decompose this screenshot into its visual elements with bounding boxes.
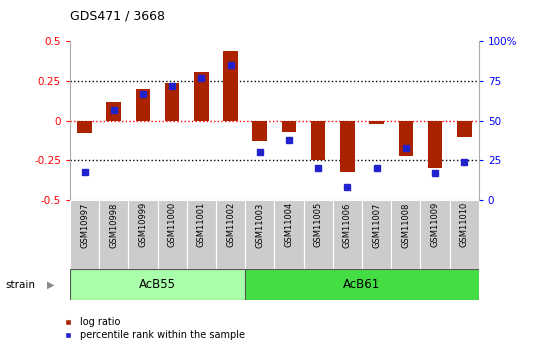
Text: GSM11009: GSM11009 <box>430 202 440 247</box>
Bar <box>457 121 471 137</box>
Text: GSM11004: GSM11004 <box>285 202 294 247</box>
Bar <box>282 121 296 132</box>
Bar <box>223 51 238 121</box>
Text: GSM11002: GSM11002 <box>226 202 235 247</box>
Bar <box>194 71 209 121</box>
Text: GSM10998: GSM10998 <box>109 202 118 248</box>
Text: GSM11006: GSM11006 <box>343 202 352 248</box>
Bar <box>428 121 442 168</box>
Text: strain: strain <box>5 280 36 289</box>
Bar <box>450 200 479 269</box>
Bar <box>420 200 450 269</box>
Text: GSM11005: GSM11005 <box>314 202 323 247</box>
Bar <box>77 121 92 134</box>
Bar <box>311 121 325 160</box>
Bar <box>70 200 99 269</box>
Bar <box>362 200 391 269</box>
Bar <box>216 200 245 269</box>
Text: GSM10999: GSM10999 <box>138 202 147 247</box>
Bar <box>391 200 420 269</box>
Text: GSM10997: GSM10997 <box>80 202 89 248</box>
Text: GSM11008: GSM11008 <box>401 202 410 248</box>
Bar <box>303 200 333 269</box>
Bar <box>340 121 355 171</box>
Bar <box>274 200 303 269</box>
Text: AcB55: AcB55 <box>139 278 176 291</box>
Text: GSM11003: GSM11003 <box>255 202 264 248</box>
Text: GSM11007: GSM11007 <box>372 202 381 248</box>
Bar <box>99 200 129 269</box>
Bar <box>107 102 121 121</box>
Bar <box>165 83 180 121</box>
Bar <box>369 121 384 124</box>
Text: GSM11010: GSM11010 <box>459 202 469 247</box>
Bar <box>399 121 413 156</box>
Bar <box>252 121 267 141</box>
Bar <box>158 200 187 269</box>
Bar <box>70 269 245 300</box>
Text: GDS471 / 3668: GDS471 / 3668 <box>70 9 165 22</box>
Bar <box>136 89 150 121</box>
Bar <box>187 200 216 269</box>
Text: GSM11000: GSM11000 <box>168 202 176 247</box>
Bar <box>245 269 479 300</box>
Text: AcB61: AcB61 <box>343 278 380 291</box>
Text: ▶: ▶ <box>47 280 55 289</box>
Bar <box>129 200 158 269</box>
Legend: log ratio, percentile rank within the sample: log ratio, percentile rank within the sa… <box>64 317 245 340</box>
Bar <box>333 200 362 269</box>
Bar <box>245 200 274 269</box>
Text: GSM11001: GSM11001 <box>197 202 206 247</box>
